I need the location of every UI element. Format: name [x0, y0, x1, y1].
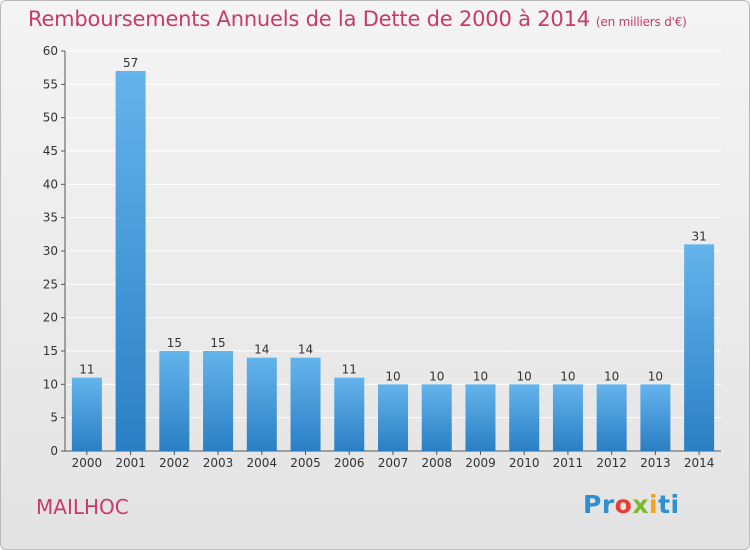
bar — [421, 384, 452, 451]
y-tick-label: 55 — [43, 77, 58, 91]
bar-value-label: 15 — [210, 336, 225, 350]
y-tick-label: 0 — [50, 444, 58, 458]
y-tick-label: 30 — [43, 244, 58, 258]
logo-letter: i — [670, 490, 680, 519]
bar-value-label: 14 — [254, 343, 269, 357]
x-tick-label: 2007 — [378, 456, 409, 470]
x-tick-label: 2010 — [509, 456, 540, 470]
y-tick-label: 10 — [43, 377, 58, 391]
x-tick-label: 2001 — [115, 456, 146, 470]
x-tick-label: 2000 — [72, 456, 103, 470]
chart-title: Remboursements Annuels de la Dette de 20… — [28, 7, 687, 31]
logo-letter: x — [632, 490, 649, 519]
x-tick-label: 2006 — [334, 456, 365, 470]
x-tick-label: 2008 — [421, 456, 452, 470]
y-tick-label: 35 — [43, 211, 58, 225]
y-tick-label: 60 — [43, 44, 58, 58]
bar — [684, 244, 715, 451]
proxiti-logo: Proxiti — [583, 490, 680, 519]
bar — [552, 384, 583, 451]
bar — [509, 384, 540, 451]
bar — [334, 377, 365, 451]
bar — [290, 357, 321, 451]
bar-value-label: 15 — [167, 336, 182, 350]
bar — [246, 357, 277, 451]
bar-value-label: 10 — [473, 369, 488, 383]
x-tick-label: 2002 — [159, 456, 190, 470]
logo-letter: t — [658, 490, 671, 519]
bar-value-label: 10 — [429, 369, 444, 383]
y-tick-label: 15 — [43, 344, 58, 358]
logo-letter: r — [601, 490, 615, 519]
bar-value-label: 10 — [604, 369, 619, 383]
y-tick-label: 25 — [43, 277, 58, 291]
x-tick-label: 2003 — [203, 456, 234, 470]
bar — [159, 351, 190, 451]
x-tick-label: 2005 — [290, 456, 321, 470]
bar-value-label: 14 — [298, 343, 313, 357]
x-tick-label: 2004 — [247, 456, 278, 470]
y-tick-label: 20 — [43, 311, 58, 325]
x-tick-label: 2011 — [553, 456, 584, 470]
chart-title-text: Remboursements Annuels de la Dette de 20… — [28, 7, 590, 31]
x-tick-label: 2009 — [465, 456, 496, 470]
bar-value-label: 10 — [648, 369, 663, 383]
bar — [71, 377, 102, 451]
bar-value-label: 11 — [342, 363, 357, 377]
logo-letter: P — [583, 490, 602, 519]
bar — [596, 384, 627, 451]
y-tick-label: 45 — [43, 144, 58, 158]
bar — [465, 384, 496, 451]
bar — [378, 384, 408, 451]
bar-value-label: 57 — [123, 56, 138, 70]
town-name: MAILHOC — [36, 495, 129, 519]
bar-value-label: 11 — [79, 363, 94, 377]
y-tick-label: 40 — [43, 177, 58, 191]
bar-value-label: 10 — [560, 369, 575, 383]
logo-letter: i — [649, 490, 659, 519]
x-tick-label: 2012 — [596, 456, 627, 470]
bar — [640, 384, 671, 451]
x-tick-label: 2013 — [640, 456, 671, 470]
bar-value-label: 10 — [517, 369, 532, 383]
bar-value-label: 31 — [691, 229, 706, 243]
x-tick-label: 2014 — [684, 456, 715, 470]
bar — [115, 71, 146, 451]
y-tick-label: 5 — [50, 411, 58, 425]
chart-unit: (en milliers d'€) — [595, 15, 687, 29]
y-tick-label: 50 — [43, 111, 58, 125]
bar-value-label: 10 — [385, 369, 400, 383]
bar — [203, 351, 234, 451]
logo-letter: o — [614, 490, 633, 519]
